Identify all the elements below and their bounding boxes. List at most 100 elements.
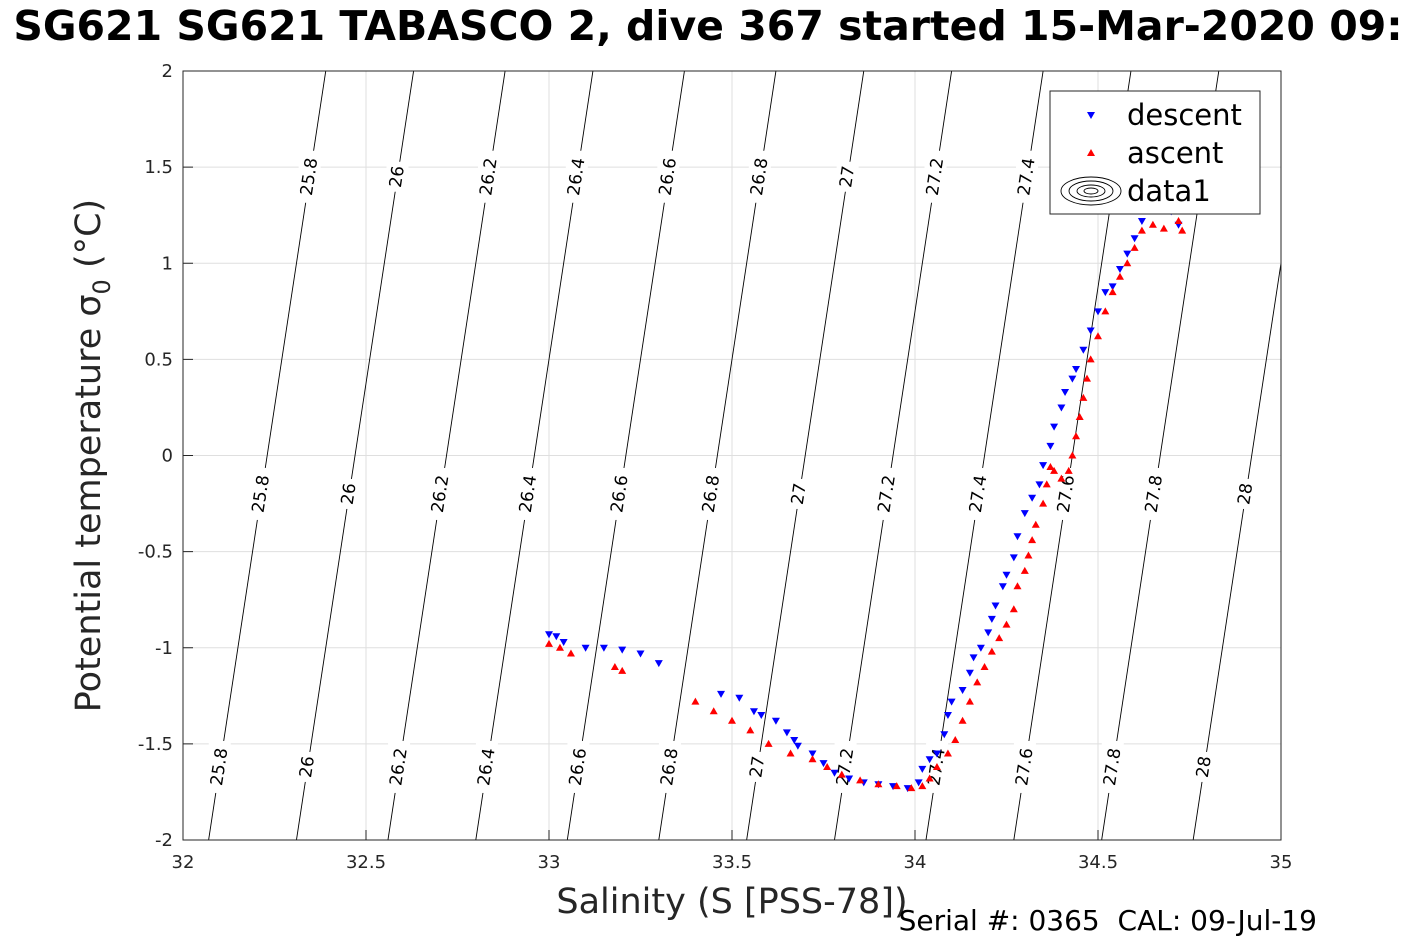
x-axis-label: Salinity (S [PSS-78]) — [556, 882, 907, 922]
y-tick-label: 1 — [162, 253, 173, 274]
descent-point — [932, 750, 941, 758]
descent-point — [943, 712, 952, 720]
descent-point — [889, 783, 898, 791]
ascent-point — [980, 662, 989, 670]
contour-label-bg — [388, 740, 411, 793]
contour-label-bg — [296, 751, 319, 782]
ascent-point — [932, 762, 941, 770]
descent-point — [599, 644, 608, 652]
y-tick-label: 0 — [162, 446, 173, 467]
ascent-point — [545, 639, 553, 647]
y-axis-label: Potential temperature σ0 (°C) — [69, 199, 116, 712]
descent-point — [793, 742, 802, 750]
ascent-point — [1068, 451, 1077, 459]
ascent-point — [1083, 374, 1092, 382]
ascent-point — [709, 707, 718, 715]
contour-label: 27 — [788, 482, 811, 506]
descent-point — [1039, 462, 1048, 470]
ascent-point — [1174, 216, 1183, 224]
contour-label-bg — [1013, 740, 1036, 793]
legend-item-ascent: ascent — [1087, 136, 1223, 170]
ascent-point — [987, 647, 996, 655]
descent-point — [1013, 533, 1022, 541]
ascent-point — [907, 784, 916, 792]
ascent-point — [1039, 499, 1048, 507]
serial-calibration-footer: Serial #: 0365 CAL: 09-Jul-19 — [898, 904, 1317, 937]
contour-line — [1192, 260, 1281, 840]
ascent-point — [1064, 466, 1073, 474]
density-contour-27.4: 27.427.427.4 — [924, 71, 1044, 840]
contour-label-bg — [609, 467, 632, 520]
contour-label-bg — [1234, 478, 1257, 509]
y-label-unit: (°C) — [69, 199, 109, 279]
contour-label-bg — [517, 467, 540, 520]
ascent-point — [965, 697, 974, 705]
legend-marker-descent — [1087, 112, 1095, 119]
x-tick-label: 34.5 — [1078, 852, 1118, 873]
contour-label: 28 — [1234, 482, 1257, 506]
contour-label-bg — [700, 467, 723, 520]
descent-point — [914, 779, 923, 787]
legend-label: descent — [1127, 98, 1242, 132]
ascent-point — [995, 634, 1004, 642]
x-tick-label: 34 — [904, 852, 927, 873]
descent-point — [1115, 266, 1124, 274]
descent-point — [552, 633, 561, 641]
legend: descent ascent data1 — [1049, 90, 1261, 215]
contour-label-bg — [834, 740, 857, 793]
contour-line — [746, 71, 865, 840]
descent-point — [940, 731, 949, 739]
descent-point — [545, 631, 553, 639]
ascent-point — [566, 649, 575, 657]
descent-point — [782, 729, 791, 737]
density-contours: 25.825.825.826262626.226.226.226.426.426… — [207, 71, 1281, 840]
descent-point — [1009, 554, 1018, 562]
ascent-point — [1042, 480, 1051, 488]
density-contour-26.6: 26.626.626.6 — [566, 71, 685, 840]
ascent-point — [1108, 288, 1117, 296]
x-tick-label: 33 — [538, 852, 561, 873]
contour-label: 26 — [386, 165, 409, 189]
descent-point — [969, 654, 978, 662]
descent-point — [1068, 375, 1077, 383]
data-points — [545, 192, 1187, 793]
ascent-point — [1101, 307, 1110, 315]
contour-label-bg — [1193, 751, 1216, 782]
ascent-point — [837, 770, 846, 778]
legend-marker-ascent — [1087, 149, 1095, 156]
contour-label-bg — [1101, 740, 1124, 793]
x-tick-label: 32.5 — [346, 852, 386, 873]
contour-label-bg — [924, 150, 947, 203]
ascent-point — [823, 762, 832, 770]
density-contour-26.2: 26.226.226.2 — [386, 71, 506, 840]
contour-label-bg — [477, 150, 500, 203]
density-contour-28: 28 28 28 — [1192, 260, 1281, 840]
contour-label: 27 — [746, 755, 769, 779]
descent-point — [965, 669, 974, 677]
descent-point — [771, 717, 780, 725]
descent-point — [845, 775, 854, 783]
y-label-subscript: 0 — [88, 279, 116, 294]
descent-point — [757, 712, 766, 720]
ascent-point — [1115, 272, 1124, 280]
descent-point — [1094, 308, 1102, 316]
ascent-point — [1031, 520, 1040, 528]
descent-point — [991, 602, 1000, 610]
descent-point — [1079, 346, 1088, 354]
ascent-point — [958, 716, 967, 724]
ascent-point — [951, 736, 960, 744]
ascent-point — [1148, 220, 1157, 228]
contour-label: 26 — [338, 482, 361, 506]
contour-label-bg — [475, 740, 498, 793]
legend-label: data1 — [1127, 174, 1211, 208]
contour-label: 26 — [296, 755, 319, 779]
descent-point — [976, 644, 985, 652]
contour-label-bg — [565, 150, 588, 203]
ascent-point — [1013, 582, 1022, 590]
ascent-point — [1028, 536, 1037, 544]
contour-label-bg — [386, 161, 409, 192]
descent-point — [998, 583, 1007, 591]
legend-label: ascent — [1127, 136, 1223, 170]
contour-label-bg — [208, 740, 231, 793]
contour-label-bg — [1143, 467, 1166, 520]
